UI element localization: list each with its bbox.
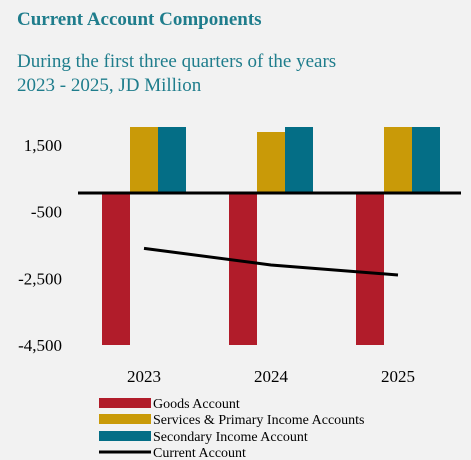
chart-title: Current Account Components <box>17 9 262 30</box>
x-axis-ticks: 2023 2024 2025 <box>127 367 415 386</box>
y-axis-ticks: 1,500 -500 -2,500 -4,500 <box>18 136 62 355</box>
bars-group <box>102 127 440 345</box>
bar-secondary-income <box>158 127 186 193</box>
y-tick-label: -4,500 <box>18 336 62 355</box>
bar-services-primary-income <box>257 132 285 193</box>
current-account-line <box>143 246 399 277</box>
y-tick-label: 1,500 <box>24 136 62 155</box>
legend-swatch <box>99 431 151 441</box>
x-tick-label: 2023 <box>127 367 161 386</box>
bar-secondary-income <box>412 127 440 193</box>
bar-services-primary-income <box>384 127 412 193</box>
current-account-line-group <box>143 246 399 277</box>
legend-label: Current Account <box>153 446 246 460</box>
bar-secondary-income <box>285 127 313 193</box>
legend-swatch <box>99 398 151 408</box>
bar-goods-account <box>356 193 384 345</box>
y-tick-label: -2,500 <box>18 269 62 288</box>
x-tick-label: 2025 <box>381 367 415 386</box>
bar-goods-account <box>229 193 257 345</box>
chart-subtitle-line-1: During the first three quarters of the y… <box>17 51 336 72</box>
y-tick-label: -500 <box>31 203 62 222</box>
legend-label: Secondary Income Account <box>153 430 308 445</box>
bar-services-primary-income <box>130 127 158 193</box>
bar-goods-account <box>102 193 130 345</box>
legend-label: Goods Account <box>153 397 240 412</box>
x-tick-label: 2024 <box>254 367 289 386</box>
legend-label: Services & Primary Income Accounts <box>153 413 365 428</box>
legend-swatch <box>99 414 151 424</box>
chart-subtitle-line-2: 2023 - 2025, JD Million <box>17 75 202 96</box>
